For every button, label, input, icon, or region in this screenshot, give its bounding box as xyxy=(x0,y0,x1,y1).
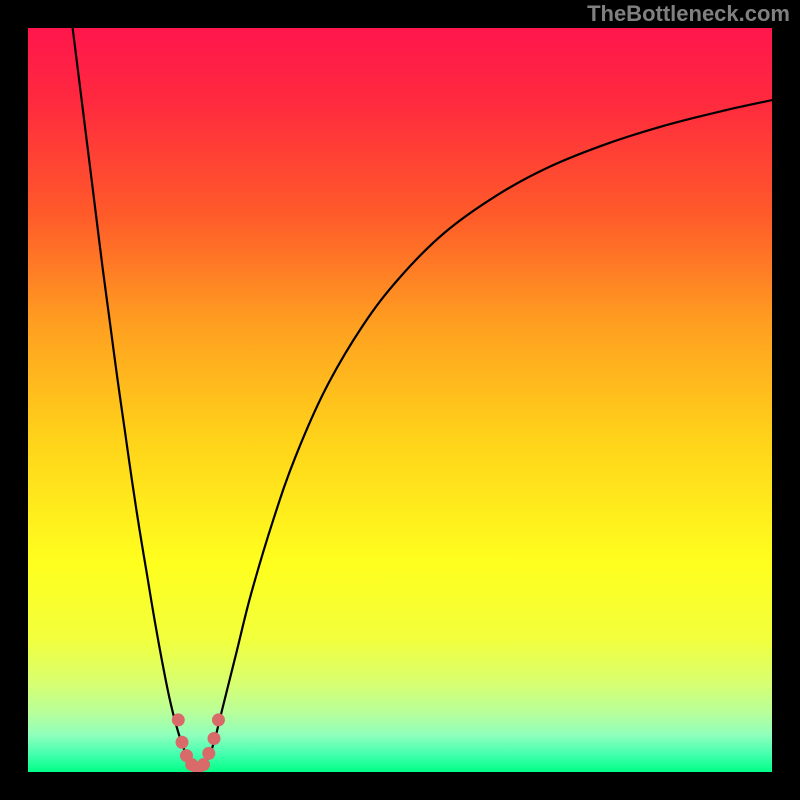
data-marker xyxy=(197,758,210,771)
plot-area xyxy=(28,28,772,772)
chart-svg xyxy=(28,28,772,772)
data-marker xyxy=(176,736,189,749)
data-marker xyxy=(202,747,215,760)
watermark-text: TheBottleneck.com xyxy=(587,1,790,27)
chart-container: TheBottleneck.com xyxy=(0,0,800,800)
data-marker xyxy=(208,732,221,745)
gradient-background xyxy=(28,28,772,772)
data-marker xyxy=(212,713,225,726)
data-marker xyxy=(172,713,185,726)
